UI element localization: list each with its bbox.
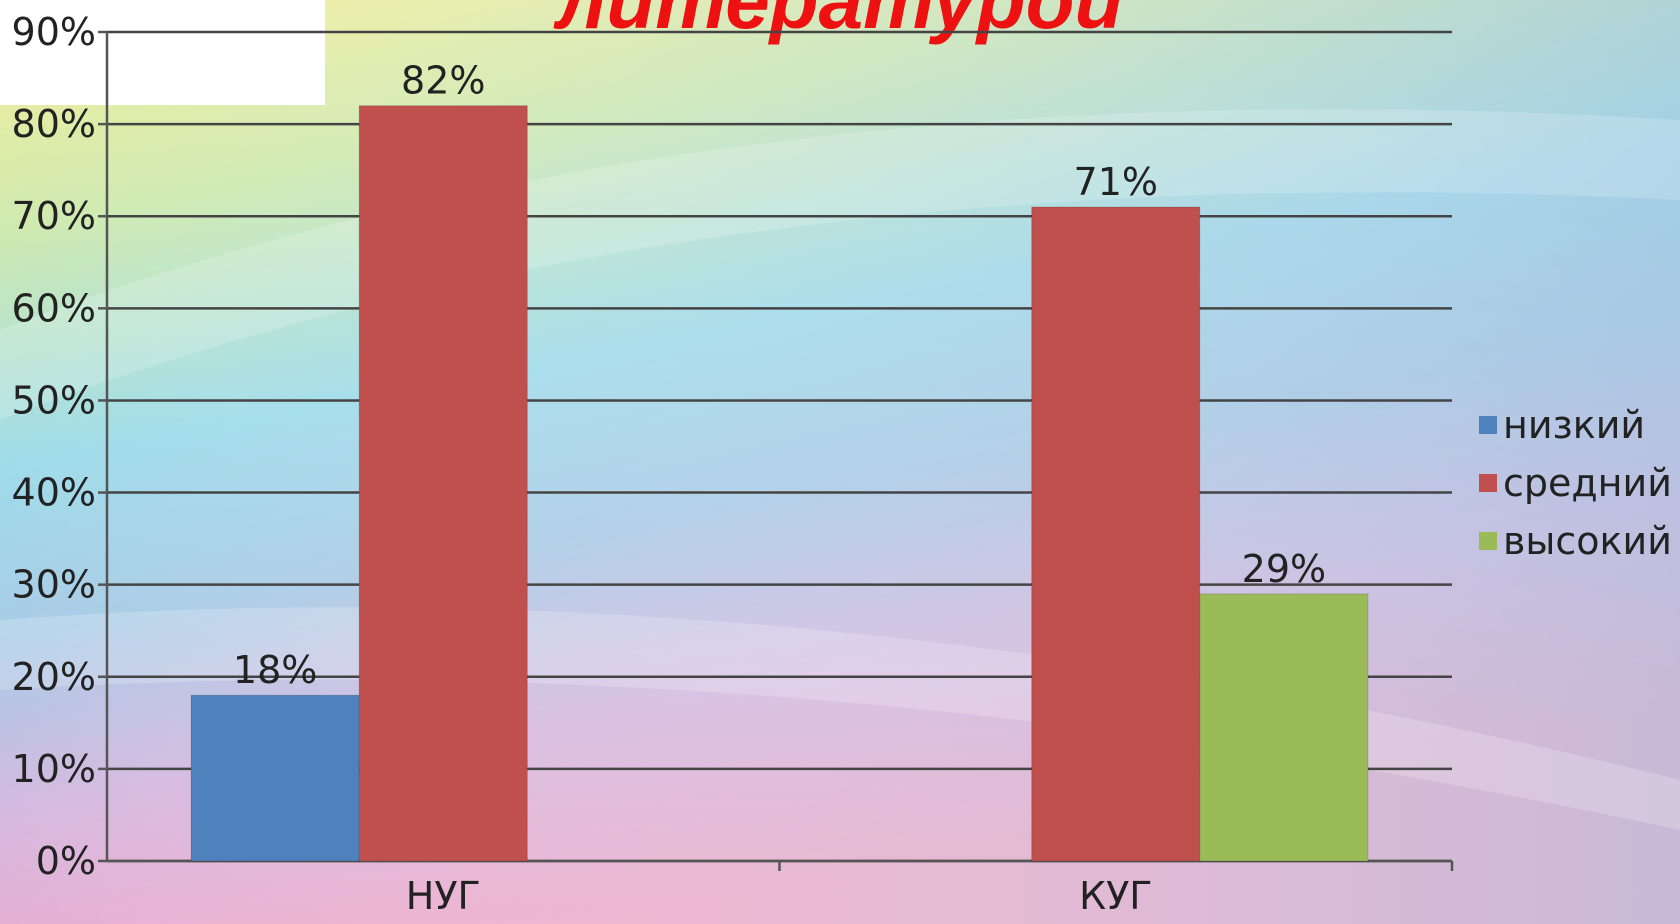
y-tick-label: 80% <box>12 102 96 146</box>
data-label: 18% <box>233 648 317 692</box>
legend-label: низкий <box>1503 403 1645 447</box>
legend-swatch <box>1479 532 1497 550</box>
y-tick-label: 20% <box>12 655 96 699</box>
legend-label: средний <box>1503 461 1672 505</box>
bar <box>1199 593 1369 862</box>
bar <box>1031 206 1201 862</box>
data-label: 29% <box>1242 547 1326 591</box>
y-tick-label: 10% <box>12 747 96 791</box>
data-label: 82% <box>401 59 485 103</box>
legend-swatch <box>1479 474 1497 492</box>
y-tick-label: 60% <box>12 286 96 330</box>
data-label: 71% <box>1074 160 1158 204</box>
y-tick-label: 40% <box>12 471 96 515</box>
x-tick-label: КУГ <box>1079 874 1152 918</box>
bar <box>358 105 528 862</box>
y-tick-label: 30% <box>12 563 96 607</box>
x-tick-label: НУГ <box>406 874 481 918</box>
y-tick-label: 0% <box>36 839 96 883</box>
swoosh <box>0 109 1680 420</box>
white-box <box>0 0 325 105</box>
y-tick-label: 70% <box>12 194 96 238</box>
legend-label: высокий <box>1503 519 1672 563</box>
bar <box>190 694 360 862</box>
legend-swatch <box>1479 416 1497 434</box>
y-tick-label: 50% <box>12 378 96 422</box>
y-tick-label: 90% <box>12 10 96 54</box>
chart-title: литературой <box>553 0 1124 45</box>
